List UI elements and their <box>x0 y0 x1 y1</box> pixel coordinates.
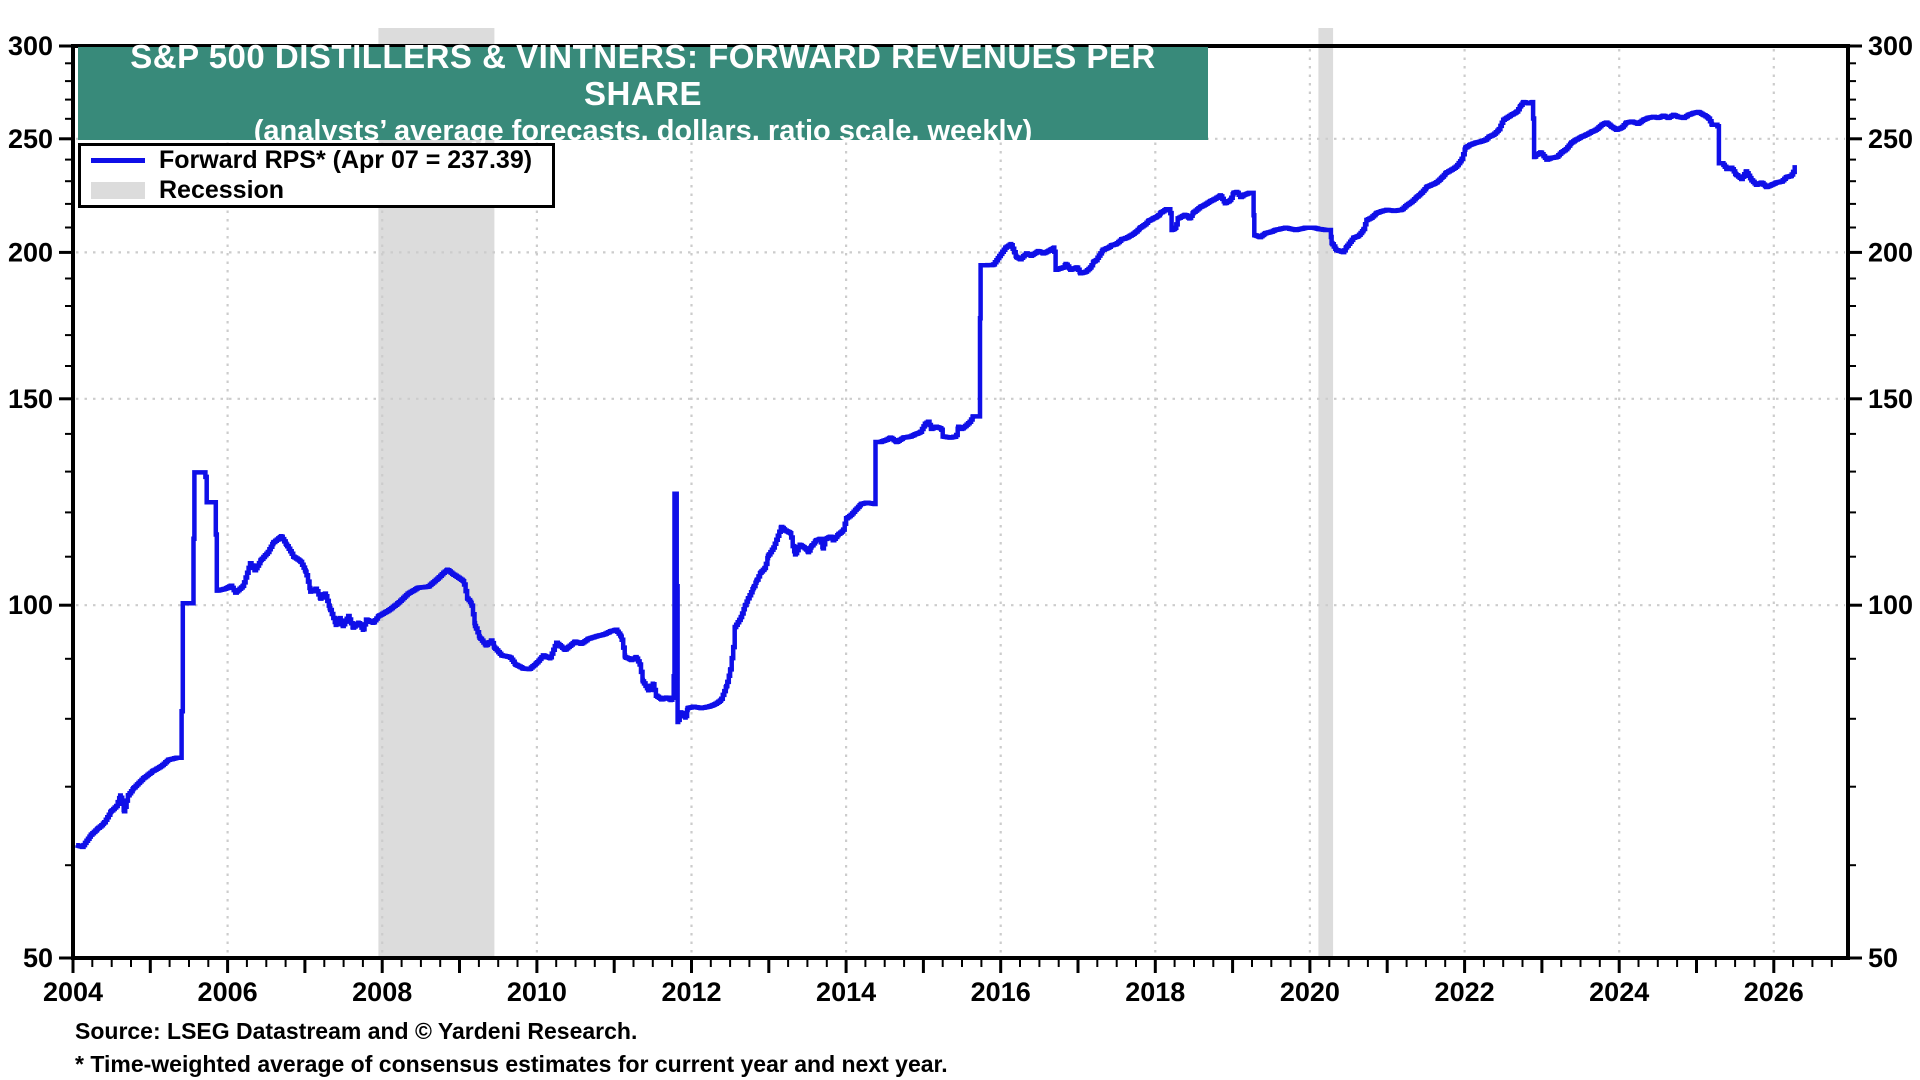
x-axis-label: 2008 <box>352 977 412 1007</box>
chart-subtitle: (analysts’ average forecasts, dollars, r… <box>253 114 1033 147</box>
footnote: * Time-weighted average of consensus est… <box>75 1051 948 1077</box>
x-axis-label: 2010 <box>507 977 567 1007</box>
plot-frame <box>71 44 1850 960</box>
y-axis-label-right: 300 <box>1868 31 1913 61</box>
legend-label-forward-rps: Forward RPS* (Apr 07 = 237.39) <box>159 146 533 174</box>
y-axis-label-right: 100 <box>1868 590 1913 620</box>
y-axis-label-left: 50 <box>23 943 53 973</box>
x-axis-label: 2020 <box>1280 977 1340 1007</box>
chart-title-box: S&P 500 DISTILLERS & VINTNERS: FORWARD R… <box>78 39 1208 147</box>
y-axis-label-left: 100 <box>8 590 53 620</box>
x-axis-label: 2006 <box>198 977 258 1007</box>
y-axis-label-left: 150 <box>8 384 53 414</box>
chart-title: S&P 500 DISTILLERS & VINTNERS: FORWARD R… <box>130 38 1156 112</box>
source-note: Source: LSEG Datastream and © Yardeni Re… <box>75 1018 638 1044</box>
x-axis-label: 2026 <box>1744 977 1804 1007</box>
y-axis-label-right: 150 <box>1868 384 1913 414</box>
x-axis-label: 2016 <box>971 977 1031 1007</box>
y-axis-label-left: 200 <box>8 237 53 267</box>
y-axis-label-right: 50 <box>1868 943 1898 973</box>
x-axis-label: 2012 <box>661 977 721 1007</box>
x-axis-label: 2014 <box>816 977 876 1007</box>
y-axis-label-right: 200 <box>1868 237 1913 267</box>
recession-swatch-icon <box>91 182 145 199</box>
y-axis-label-right: 250 <box>1868 124 1913 154</box>
x-axis-label: 2022 <box>1435 977 1495 1007</box>
forward-rps-line <box>75 99 1797 850</box>
y-axis-label-left: 250 <box>8 124 53 154</box>
x-axis-label: 2004 <box>43 977 103 1007</box>
x-axis-label: 2018 <box>1125 977 1185 1007</box>
legend-row-forward-rps: Forward RPS* (Apr 07 = 237.39) <box>91 146 552 175</box>
legend-label-recession: Recession <box>159 176 285 204</box>
recession-band <box>1318 28 1334 958</box>
legend-row-recession: Recession <box>91 176 552 205</box>
line-swatch-icon <box>91 158 145 163</box>
x-axis-label: 2024 <box>1589 977 1649 1007</box>
y-axis-label-left: 300 <box>8 31 53 61</box>
legend: Forward RPS* (Apr 07 = 237.39) Recession <box>78 143 555 208</box>
